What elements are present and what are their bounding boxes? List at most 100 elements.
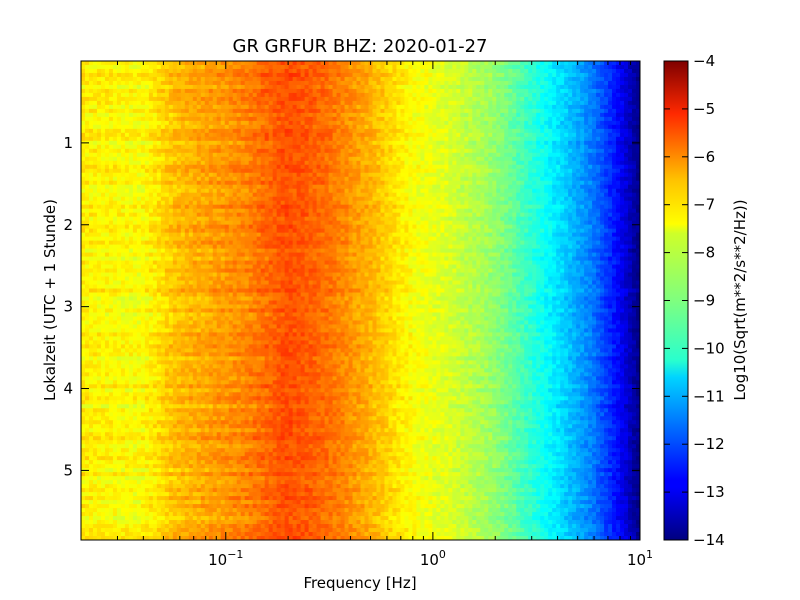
heatmap-cell (424, 128, 429, 134)
heatmap-cell (360, 176, 366, 182)
heatmap-cell (140, 172, 146, 178)
heatmap-cell (588, 88, 593, 94)
heatmap-cell (560, 196, 565, 202)
heatmap-cell (204, 164, 210, 170)
heatmap-cell (400, 192, 406, 198)
heatmap-cell (120, 176, 126, 182)
heatmap-cell (400, 112, 406, 118)
heatmap-cell (616, 72, 621, 78)
heatmap-cell (100, 100, 106, 106)
heatmap-cell (452, 184, 457, 190)
heatmap-cell (340, 200, 346, 206)
heatmap-cell (460, 108, 465, 114)
heatmap-cell (144, 156, 150, 162)
heatmap-cell (488, 92, 493, 98)
heatmap-cell (536, 164, 541, 170)
heatmap-cell (468, 80, 473, 86)
heatmap-cell (420, 124, 425, 130)
heatmap-cell (388, 61, 394, 66)
heatmap-cell (308, 176, 314, 182)
heatmap-cell (572, 152, 577, 158)
heatmap-cell (364, 196, 370, 202)
heatmap-cell (504, 68, 509, 74)
heatmap-cell (536, 100, 541, 106)
heatmap-cell (168, 128, 174, 134)
heatmap-cell (388, 80, 394, 86)
heatmap-cell (600, 64, 605, 70)
heatmap-cell (604, 84, 609, 90)
heatmap-cell (368, 128, 374, 134)
heatmap-cell (376, 140, 382, 146)
heatmap-cell (600, 76, 605, 82)
heatmap-cell (168, 136, 174, 142)
heatmap-cell (376, 148, 382, 154)
heatmap-cell (356, 64, 362, 70)
heatmap-cell (316, 100, 322, 106)
heatmap-cell (368, 136, 374, 142)
heatmap-cell (196, 84, 202, 90)
heatmap-cell (332, 128, 338, 134)
heatmap-cell (200, 61, 206, 66)
heatmap-cell (380, 180, 386, 186)
heatmap-cell (572, 188, 577, 194)
heatmap-cell (204, 168, 210, 174)
heatmap-cell (168, 164, 174, 170)
heatmap-cell (580, 176, 585, 182)
heatmap-cell (596, 172, 601, 178)
heatmap-cell (100, 140, 106, 146)
heatmap-cell (344, 148, 350, 154)
heatmap-cell (596, 196, 601, 202)
heatmap-cell (272, 108, 278, 114)
heatmap-cell (284, 96, 290, 102)
heatmap-cell (604, 168, 609, 174)
heatmap-cell (508, 132, 513, 138)
heatmap-cell (156, 148, 162, 154)
heatmap-cell (544, 192, 549, 198)
heatmap-cell (220, 172, 226, 178)
heatmap-cell (376, 172, 382, 178)
heatmap-cell (192, 64, 198, 70)
heatmap-cell (228, 156, 234, 162)
heatmap-cell (320, 64, 326, 70)
heatmap-cell (564, 116, 569, 122)
heatmap-cell (100, 76, 106, 82)
heatmap-cell (204, 160, 210, 166)
heatmap-cell (236, 156, 242, 162)
heatmap-cell (488, 180, 493, 186)
heatmap-cell (620, 80, 625, 86)
heatmap-cell (164, 184, 170, 190)
heatmap-cell (264, 188, 270, 194)
heatmap-cell (120, 104, 126, 110)
heatmap-cell (352, 152, 358, 158)
heatmap-cell (464, 192, 469, 198)
heatmap-cell (268, 72, 274, 78)
heatmap-cell (572, 120, 577, 126)
heatmap-cell (536, 112, 541, 118)
heatmap-cell (476, 84, 481, 90)
heatmap-cell (244, 112, 250, 118)
heatmap-cell (364, 104, 370, 110)
heatmap-cell (588, 80, 593, 86)
heatmap-cell (188, 76, 194, 82)
heatmap-cell (428, 172, 433, 178)
heatmap-cell (424, 180, 429, 186)
heatmap-cell (176, 88, 182, 94)
heatmap-cell (324, 192, 330, 198)
heatmap-cell (268, 192, 274, 198)
heatmap-cell (116, 128, 122, 134)
heatmap-cell (448, 112, 453, 118)
heatmap-cell (112, 160, 118, 166)
heatmap-cell (108, 76, 114, 82)
heatmap-cell (432, 108, 437, 114)
heatmap-cell (172, 68, 178, 74)
heatmap-cell (416, 64, 421, 70)
heatmap-cell (192, 112, 198, 118)
heatmap-cell (188, 136, 194, 142)
heatmap-cell (196, 184, 202, 190)
heatmap-cell (568, 112, 573, 118)
heatmap-cell (216, 116, 222, 122)
heatmap-cell (400, 80, 406, 86)
heatmap-cell (504, 192, 509, 198)
heatmap-cell (596, 132, 601, 138)
heatmap-cell (524, 132, 529, 138)
